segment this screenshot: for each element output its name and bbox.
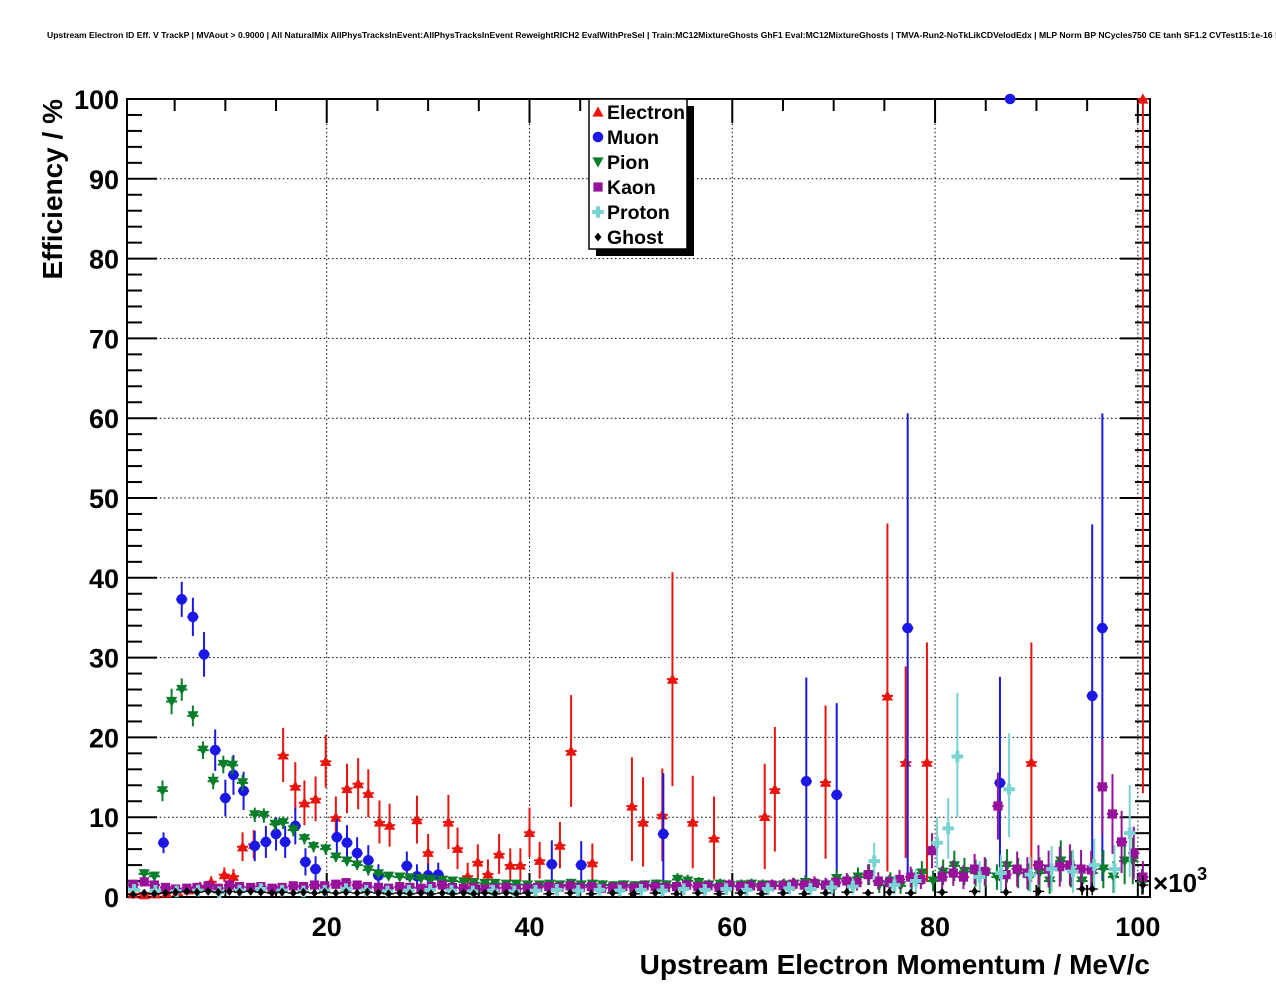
svg-text:70: 70	[89, 324, 119, 354]
axis-labels: 0 10 20 30 40 50 60 70 80 90 100 20 40 60 80 100 ×103 Ups…	[37, 85, 1207, 980]
legend-label-electron: Electron	[607, 102, 685, 124]
series-electron	[127, 93, 1149, 900]
svg-text:10: 10	[89, 803, 119, 833]
svg-text:80: 80	[89, 245, 119, 275]
svg-text:100: 100	[1115, 912, 1160, 942]
svg-text:20: 20	[312, 912, 342, 942]
svg-text:40: 40	[514, 912, 544, 942]
series-pion	[127, 678, 1148, 895]
series-ghost	[127, 875, 1149, 900]
svg-text:20: 20	[89, 723, 119, 753]
svg-text:100: 100	[74, 85, 119, 115]
svg-text:60: 60	[717, 912, 747, 942]
svg-text:30: 30	[89, 644, 119, 674]
axes-ticks	[127, 98, 1150, 897]
svg-text:50: 50	[89, 484, 119, 514]
series-kaon	[127, 738, 1149, 894]
x-axis-title: Upstream Electron Momentum / MeV/c	[640, 949, 1150, 980]
legend-label-kaon: Kaon	[607, 177, 656, 199]
svg-text:80: 80	[920, 912, 950, 942]
legend-label-pion: Pion	[607, 152, 649, 174]
legend: Electron Muon Pion Kaon Proton Ghost	[588, 98, 694, 256]
svg-text:60: 60	[89, 404, 119, 434]
legend-label-muon: Muon	[607, 127, 659, 149]
plot-title: Upstream Electron ID Eff. V TrackP | MVA…	[47, 30, 1276, 40]
svg-text:0: 0	[104, 883, 119, 913]
svg-text:90: 90	[89, 165, 119, 195]
legend-label-proton: Proton	[607, 202, 670, 224]
y-axis-title: Efficiency / %	[37, 99, 68, 280]
series-muon	[157, 93, 1108, 895]
legend-label-ghost: Ghost	[607, 227, 664, 249]
svg-text:40: 40	[89, 564, 119, 594]
x-axis-multiplier: ×103	[1153, 864, 1207, 898]
